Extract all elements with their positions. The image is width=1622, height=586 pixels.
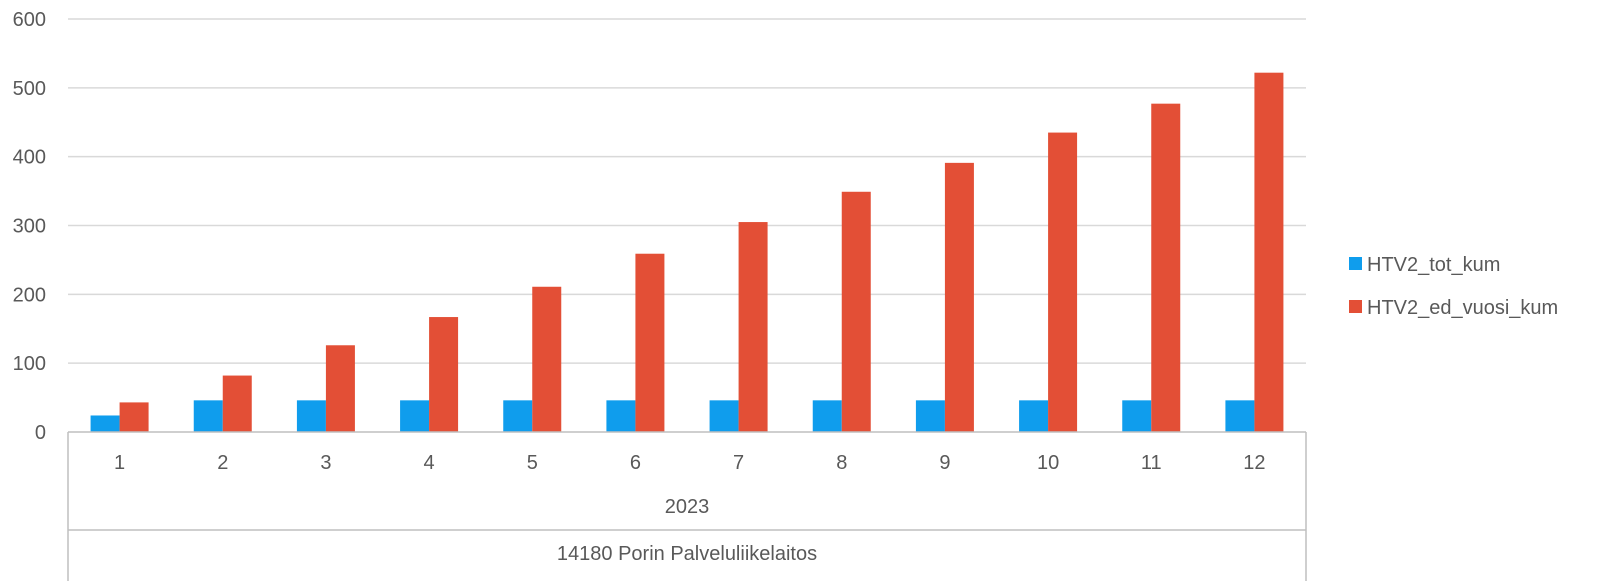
x-tick-label: 10 bbox=[1037, 452, 1059, 474]
legend-label: HTV2_tot_kum bbox=[1367, 254, 1500, 276]
bar-HTV2_ed_vuosi_kum-12 bbox=[1254, 72, 1284, 432]
bar-HTV2_tot_kum-1 bbox=[90, 415, 120, 432]
bar-HTV2_ed_vuosi_kum-7 bbox=[738, 222, 768, 432]
x-tick-label: 9 bbox=[939, 452, 950, 474]
bar-HTV2_tot_kum-4 bbox=[400, 400, 430, 432]
y-tick-label: 200 bbox=[13, 284, 46, 306]
x-tick-label: 8 bbox=[836, 452, 847, 474]
y-tick-label: 0 bbox=[35, 422, 46, 444]
y-axis-ticks: 0 100 200 300 400 500 600 bbox=[13, 9, 46, 444]
bar-HTV2_tot_kum-2 bbox=[193, 400, 223, 432]
y-tick-label: 400 bbox=[13, 147, 46, 169]
bar-HTV2_ed_vuosi_kum-4 bbox=[429, 317, 459, 432]
bar-HTV2_ed_vuosi_kum-11 bbox=[1151, 103, 1181, 432]
legend-swatch-HTV2_tot_kum bbox=[1349, 257, 1362, 270]
x-axis bbox=[67, 431, 1307, 581]
legend-swatch-HTV2_ed_vuosi_kum bbox=[1349, 300, 1362, 313]
bar-HTV2_tot_kum-12 bbox=[1225, 400, 1255, 432]
bar-HTV2_ed_vuosi_kum-8 bbox=[841, 191, 871, 432]
bar-HTV2_ed_vuosi_kum-1 bbox=[119, 402, 149, 432]
bar-HTV2_ed_vuosi_kum-2 bbox=[222, 375, 252, 432]
bar-HTV2_tot_kum-8 bbox=[812, 400, 842, 432]
x-tick-label: 3 bbox=[320, 452, 331, 474]
y-tick-label: 300 bbox=[13, 216, 46, 238]
bar-HTV2_tot_kum-3 bbox=[296, 400, 326, 432]
bar-HTV2_tot_kum-11 bbox=[1122, 400, 1152, 432]
x-tick-label: 5 bbox=[527, 452, 538, 474]
bar-HTV2_tot_kum-6 bbox=[606, 400, 636, 432]
bar-HTV2_ed_vuosi_kum-9 bbox=[944, 162, 974, 432]
bar-HTV2_tot_kum-5 bbox=[503, 400, 533, 432]
bar-HTV2_tot_kum-7 bbox=[709, 400, 739, 432]
bar-HTV2_ed_vuosi_kum-6 bbox=[635, 253, 665, 432]
x-tick-label: 11 bbox=[1141, 452, 1162, 474]
legend-label: HTV2_ed_vuosi_kum bbox=[1367, 297, 1558, 319]
bar-HTV2_ed_vuosi_kum-3 bbox=[325, 345, 355, 432]
gridlines bbox=[68, 18, 1306, 364]
x-tick-label: 12 bbox=[1243, 452, 1265, 474]
x-tick-label: 2 bbox=[217, 452, 228, 474]
x-tick-label: 6 bbox=[630, 452, 641, 474]
y-tick-label: 500 bbox=[13, 78, 46, 100]
bars bbox=[90, 72, 1284, 432]
unit-group-label: 14180 Porin Palveluliikelaitos bbox=[557, 543, 817, 565]
year-group-label: 2023 bbox=[665, 496, 710, 518]
bar-HTV2_tot_kum-10 bbox=[1019, 400, 1049, 432]
x-tick-label: 7 bbox=[733, 452, 744, 474]
x-tick-label: 1 bbox=[114, 452, 125, 474]
y-tick-label: 100 bbox=[13, 353, 46, 375]
y-tick-label: 600 bbox=[13, 9, 46, 31]
legend: HTV2_tot_kum HTV2_ed_vuosi_kum bbox=[1349, 254, 1558, 319]
x-tick-label: 4 bbox=[424, 452, 435, 474]
bar-HTV2_ed_vuosi_kum-5 bbox=[532, 286, 562, 432]
category-labels: 1 2 3 4 5 6 7 8 9 10 11 12 bbox=[114, 452, 1266, 474]
bar-HTV2_ed_vuosi_kum-10 bbox=[1048, 132, 1078, 432]
bar-HTV2_tot_kum-9 bbox=[915, 400, 945, 432]
